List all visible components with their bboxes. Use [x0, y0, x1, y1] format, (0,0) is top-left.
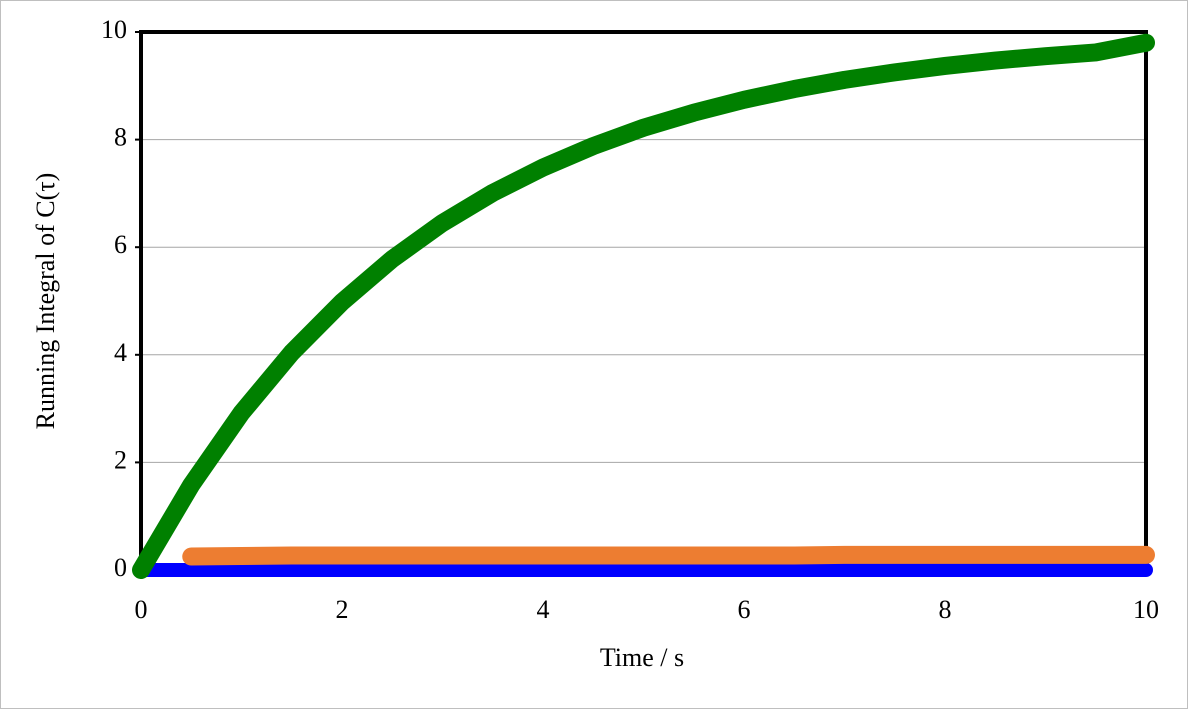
- y-tick-label: 6: [114, 230, 127, 259]
- x-tick-label: 10: [1133, 595, 1159, 624]
- y-tick-label: 8: [114, 123, 127, 152]
- x-tick-label: 2: [336, 595, 349, 624]
- x-axis-label: Time / s: [600, 643, 684, 672]
- series-line: [132, 33, 1155, 579]
- x-tick-label: 8: [939, 595, 952, 624]
- y-axis-label: Running Integral of C(τ): [31, 173, 60, 430]
- x-tick-label: 4: [537, 595, 550, 624]
- series-line: [182, 545, 1155, 566]
- y-tick-label: 2: [114, 445, 127, 474]
- x-tick-label: 0: [135, 595, 148, 624]
- x-tick-label: 6: [738, 595, 751, 624]
- y-tick-label: 0: [114, 553, 127, 582]
- y-tick-label: 4: [114, 338, 127, 367]
- y-tick-label: 10: [101, 15, 127, 44]
